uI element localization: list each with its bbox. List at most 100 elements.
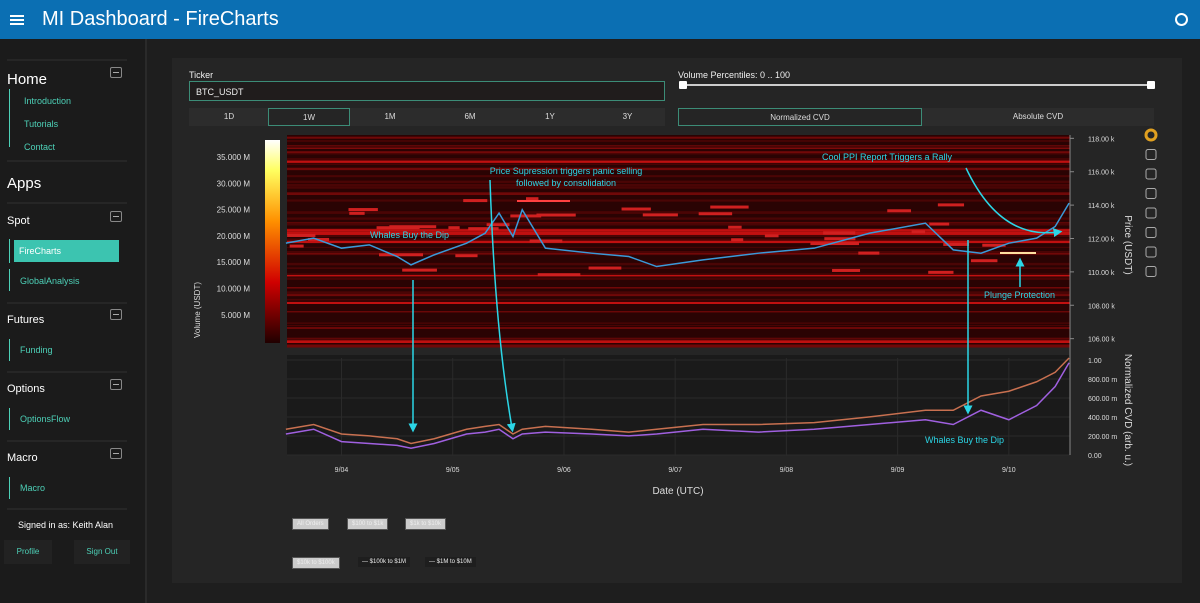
heatmap-band [287,217,1070,219]
annotation-plunge-protection: Plunge Protection [984,290,1055,300]
heatmap-cell [287,234,315,237]
heatmap-band [287,294,1070,296]
heatmap-cell [731,238,743,241]
colorbar-tick: 25.000 M [217,206,251,215]
heatmap-band [287,338,1070,339]
heatmap-cell [622,208,651,211]
annotation-price-supression: Price Supression triggers panic selling [490,166,643,176]
heatmap-cell [887,209,911,212]
heatmap-band [287,184,1070,187]
heatmap-band [287,164,1070,165]
price-axis-label: Price (USDT) [1122,215,1133,274]
heatmap-cell [929,223,949,226]
firechart[interactable]: 35.000 M30.000 M25.000 M20.000 M15.000 M… [0,0,1200,603]
colorbar-tick: 15.000 M [217,258,251,267]
heatmap-cell [536,214,575,217]
legend-item[interactable]: — $100k to $1M [358,557,410,567]
price-tick-label: 110.00 k [1088,270,1115,277]
heatmap-cell [389,225,436,228]
price-tick-label: 116.00 k [1088,170,1115,177]
heatmap-cell [971,259,997,262]
annotation-consolidation: followed by consolidation [516,178,616,188]
legend-item[interactable]: $10k to $100k [292,557,340,569]
heatmap-band [287,187,1070,189]
cvd-tick-label: 0.00 [1088,453,1102,460]
heatmap-band [287,241,1070,243]
cvd-tick-label: 800.00 m [1088,377,1117,384]
pan-icon[interactable] [1146,150,1156,160]
wheel-zoom-icon[interactable] [1146,189,1156,199]
heatmap-band [287,292,1070,295]
heatmap-cell [823,231,855,234]
heatmap-band [287,168,1070,170]
x-tick-label: 9/07 [668,467,682,474]
price-tick-label: 114.00 k [1088,203,1115,210]
save-icon[interactable] [1146,228,1156,238]
heatmap-cell [448,226,459,229]
heatmap-band [287,192,1070,195]
heatmap-cell [858,252,879,255]
colorbar-tick: 30.000 M [217,179,251,188]
heatmap-band [287,287,1070,289]
heatmap-band [287,223,1070,225]
colorbar-tick: 10.000 M [217,285,251,294]
volume-colorbar [265,140,280,343]
cvd-axis-label: Normalized CVD (arb. u.) [1122,354,1133,466]
x-tick-label: 9/05 [446,467,460,474]
price-tick-label: 112.00 k [1088,236,1115,243]
box-zoom-icon[interactable] [1146,169,1156,179]
reset-icon[interactable] [1146,208,1156,218]
heatmap-cell [912,230,925,233]
heatmap-cell [538,273,581,276]
heatmap-cell [463,199,487,202]
x-tick-label: 9/09 [891,467,905,474]
heatmap-cell [455,254,477,257]
heatmap-cell [530,240,563,243]
heatmap-band [287,251,1070,252]
crosshair-icon[interactable] [1146,267,1156,277]
heatmap-cell [589,267,622,270]
heatmap-cell [290,245,304,248]
heatmap-cell [928,271,953,274]
heatmap-cell [710,206,748,209]
heatmap-band [287,299,1070,301]
heatmap-cell [699,212,732,215]
heatmap-cell [728,226,741,229]
annotation-whales-2: Whales Buy the Dip [925,435,1004,445]
cvd-tick-label: 200.00 m [1088,434,1117,441]
legend-item[interactable]: — $1M to $10M [425,557,476,567]
heatmap-band [287,340,1070,343]
heatmap-cell [938,203,964,206]
heatmap-band [287,279,1070,280]
heatmap-band [287,302,1070,304]
heatmap-cell [765,234,779,237]
annotation-whales-1: Whales Buy the Dip [370,230,449,240]
colorbar-tick: 5.000 M [221,311,250,320]
x-tick-label: 9/08 [780,467,794,474]
legend-item[interactable]: All Orders [292,518,329,530]
heatmap-band [287,325,1070,326]
x-tick-label: 9/06 [557,467,571,474]
heatmap-cell [526,197,538,200]
logo-icon[interactable] [1146,130,1156,140]
heatmap-band [287,175,1070,177]
heatmap-cell [643,213,678,216]
legend-item[interactable]: $100 to $1k [347,518,388,530]
heatmap-band [287,322,1070,323]
x-axis-label: Date (UTC) [652,486,703,497]
legend-item[interactable]: $1k to $10k [405,518,446,530]
annotation-cool-ppi: Cool PPI Report Triggers a Rally [822,152,953,162]
volume-axis-label: Volume (USDT) [193,282,202,338]
heatmap-band [287,140,1070,142]
heatmap-cell [402,269,437,272]
heatmap-band [287,146,1070,148]
hover-icon[interactable] [1146,247,1156,257]
cvd-tick-label: 400.00 m [1088,415,1117,422]
heatmap-band [287,327,1070,329]
heatmap-cell [832,269,860,272]
x-tick-label: 9/04 [335,467,349,474]
heatmap-band [287,199,1070,201]
heatmap-band [287,153,1070,154]
colorbar-tick: 20.000 M [217,232,251,241]
heatmap-band [287,137,1070,139]
